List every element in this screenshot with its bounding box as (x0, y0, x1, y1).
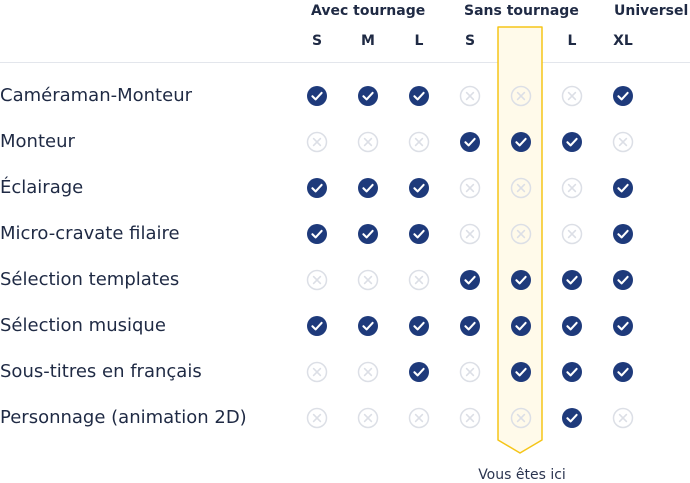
check-circle-icon (357, 85, 379, 107)
check-circle-icon (561, 361, 583, 383)
feature-label: Éclairage (0, 177, 84, 198)
check-circle-icon (510, 361, 532, 383)
table-row: Personnage (animation 2D) (0, 395, 690, 441)
group-header-universel: Universel (614, 3, 689, 19)
feature-label: Monteur (0, 131, 75, 152)
check-circle-icon (561, 131, 583, 153)
feature-label: Sous-titres en français (0, 361, 202, 382)
x-circle-icon (510, 407, 532, 429)
check-circle-icon (612, 361, 634, 383)
check-circle-icon (510, 315, 532, 337)
check-circle-icon (510, 269, 532, 291)
column-header-avec-l: L (414, 33, 424, 49)
x-circle-icon (510, 177, 532, 199)
x-circle-icon (357, 131, 379, 153)
x-circle-icon (357, 407, 379, 429)
group-header-sans-tournage: Sans tournage (464, 3, 579, 19)
x-circle-icon (459, 407, 481, 429)
check-circle-icon (306, 223, 328, 245)
check-circle-icon (408, 223, 430, 245)
check-circle-icon (408, 361, 430, 383)
feature-label: Personnage (animation 2D) (0, 407, 247, 428)
check-circle-icon (306, 315, 328, 337)
x-circle-icon (612, 131, 634, 153)
check-circle-icon (459, 131, 481, 153)
column-header-avec-s: S (311, 33, 323, 49)
x-circle-icon (408, 269, 430, 291)
x-circle-icon (561, 85, 583, 107)
table-row: Caméraman-Monteur (0, 73, 690, 119)
header-divider (0, 62, 690, 63)
check-circle-icon (357, 177, 379, 199)
check-circle-icon (459, 269, 481, 291)
x-circle-icon (459, 223, 481, 245)
feature-label: Caméraman-Monteur (0, 85, 192, 106)
x-circle-icon (357, 361, 379, 383)
table-row: Sélection templates (0, 257, 690, 303)
feature-label: Sélection musique (0, 315, 166, 336)
feature-label: Micro-cravate filaire (0, 223, 180, 244)
check-circle-icon (306, 177, 328, 199)
column-header-avec-m: M (361, 33, 375, 49)
check-circle-icon (510, 131, 532, 153)
x-circle-icon (612, 407, 634, 429)
x-circle-icon (408, 131, 430, 153)
table-row: Micro-cravate filaire (0, 211, 690, 257)
x-circle-icon (306, 131, 328, 153)
x-circle-icon (561, 223, 583, 245)
table-row: Éclairage (0, 165, 690, 211)
check-circle-icon (408, 177, 430, 199)
check-circle-icon (357, 223, 379, 245)
check-circle-icon (306, 85, 328, 107)
x-circle-icon (408, 407, 430, 429)
column-header-sans-l: L (567, 33, 577, 49)
check-circle-icon (459, 315, 481, 337)
column-header-sans-s: S (464, 33, 476, 49)
x-circle-icon (306, 269, 328, 291)
x-circle-icon (306, 407, 328, 429)
x-circle-icon (561, 177, 583, 199)
x-circle-icon (510, 85, 532, 107)
check-circle-icon (408, 315, 430, 337)
table-row: Sous-titres en français (0, 349, 690, 395)
feature-label: Sélection templates (0, 269, 180, 290)
table-row: Monteur (0, 119, 690, 165)
check-circle-icon (612, 223, 634, 245)
check-circle-icon (561, 407, 583, 429)
check-circle-icon (357, 315, 379, 337)
current-plan-highlight (497, 26, 543, 454)
check-circle-icon (612, 85, 634, 107)
check-circle-icon (561, 315, 583, 337)
x-circle-icon (459, 85, 481, 107)
check-circle-icon (612, 177, 634, 199)
check-circle-icon (612, 315, 634, 337)
group-header-avec-tournage: Avec tournage (311, 3, 426, 19)
you-are-here-label: Vous êtes ici (478, 467, 566, 483)
check-circle-icon (612, 269, 634, 291)
x-circle-icon (306, 361, 328, 383)
check-circle-icon (561, 269, 583, 291)
column-header-universel-xl: XL (613, 33, 633, 49)
x-circle-icon (357, 269, 379, 291)
x-circle-icon (459, 177, 481, 199)
x-circle-icon (510, 223, 532, 245)
table-row: Sélection musique (0, 303, 690, 349)
x-circle-icon (459, 361, 481, 383)
check-circle-icon (408, 85, 430, 107)
